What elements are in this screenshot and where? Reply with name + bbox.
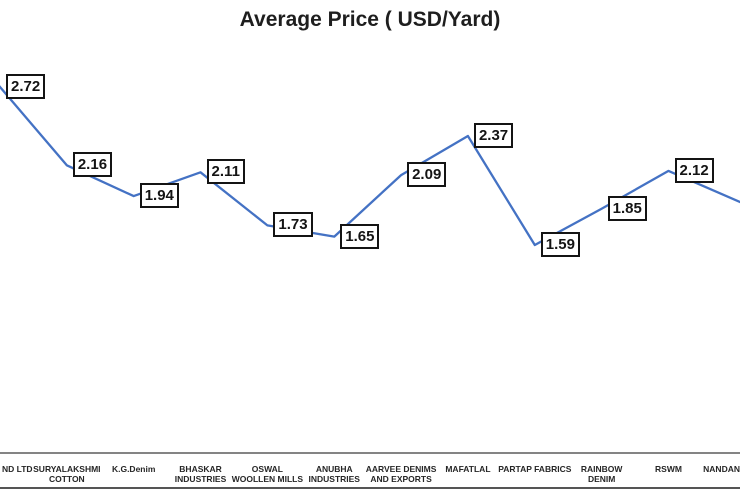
chart-title: Average Price ( USD/Yard) bbox=[239, 8, 501, 31]
x-axis-label-line: ND LTD bbox=[2, 464, 33, 474]
x-axis-label-line: SURYALAKSHMI bbox=[33, 464, 101, 474]
data-label-box: 2.72 bbox=[6, 74, 46, 100]
x-axis-label-line: WOOLLEN MILLS bbox=[231, 474, 304, 484]
x-axis-label: ANUBHA INDUSTRIES bbox=[288, 464, 380, 484]
x-axis-label-line: AND EXPORTS bbox=[370, 474, 432, 484]
x-axis-label: PARTAP FABRICS bbox=[489, 464, 581, 474]
data-label-box: 1.94 bbox=[139, 183, 179, 209]
data-label-box: 1.65 bbox=[340, 223, 380, 249]
x-axis-label: AARVEE DENIMS AND EXPORTS bbox=[355, 464, 447, 484]
x-axis-label: NANDAN bbox=[648, 464, 740, 474]
data-label-box: 1.85 bbox=[607, 195, 647, 221]
x-axis-label: MAFATLAL bbox=[422, 464, 514, 474]
data-label-box: 2.16 bbox=[72, 152, 113, 178]
x-axis-label-line: K.G.Denim bbox=[111, 464, 156, 474]
line-series-path bbox=[0, 85, 740, 247]
x-axis-label-line: NANDAN bbox=[703, 464, 740, 474]
data-label-box: 2.37 bbox=[473, 122, 514, 148]
chart-bottom-border bbox=[0, 487, 740, 489]
x-axis-label: RAINBOW DENIM bbox=[556, 464, 648, 484]
x-axis-label: SURYALAKSHMI COTTON bbox=[21, 464, 113, 484]
data-label-box: 2.09 bbox=[407, 162, 447, 188]
x-axis-label-line: RAINBOW bbox=[580, 464, 623, 474]
x-axis-label-line: COTTON bbox=[48, 474, 85, 484]
x-axis-label-line: AARVEE DENIMS bbox=[365, 464, 437, 474]
x-axis-label-line: INDUSTRIES bbox=[174, 474, 227, 484]
x-axis-label: RSWM bbox=[623, 464, 715, 474]
x-axis-label: OSWAL WOOLLEN MILLS bbox=[221, 464, 313, 484]
x-axis-label-line: PARTAP FABRICS bbox=[498, 464, 572, 474]
x-axis-label-line: ANUBHA bbox=[315, 464, 353, 474]
data-label-box: 2.11 bbox=[206, 159, 245, 185]
data-label-box: 1.59 bbox=[540, 232, 580, 258]
x-axis-line bbox=[0, 452, 740, 454]
x-axis-label: BHASKAR INDUSTRIES bbox=[155, 464, 247, 484]
x-axis-label: K.G.Denim bbox=[88, 464, 180, 474]
data-label-box: 1.73 bbox=[273, 212, 313, 238]
x-axis-label-line: BHASKAR bbox=[179, 464, 222, 474]
x-axis-label: ND LTD bbox=[2, 464, 94, 474]
data-label-box: 2.12 bbox=[674, 157, 714, 183]
x-axis-label-line: MAFATLAL bbox=[445, 464, 491, 474]
x-axis-label-line: OSWAL bbox=[251, 464, 283, 474]
x-axis-label-line: RSWM bbox=[655, 464, 682, 474]
x-axis-label-line: INDUSTRIES bbox=[308, 474, 360, 484]
x-axis-label-line: DENIM bbox=[587, 474, 616, 484]
